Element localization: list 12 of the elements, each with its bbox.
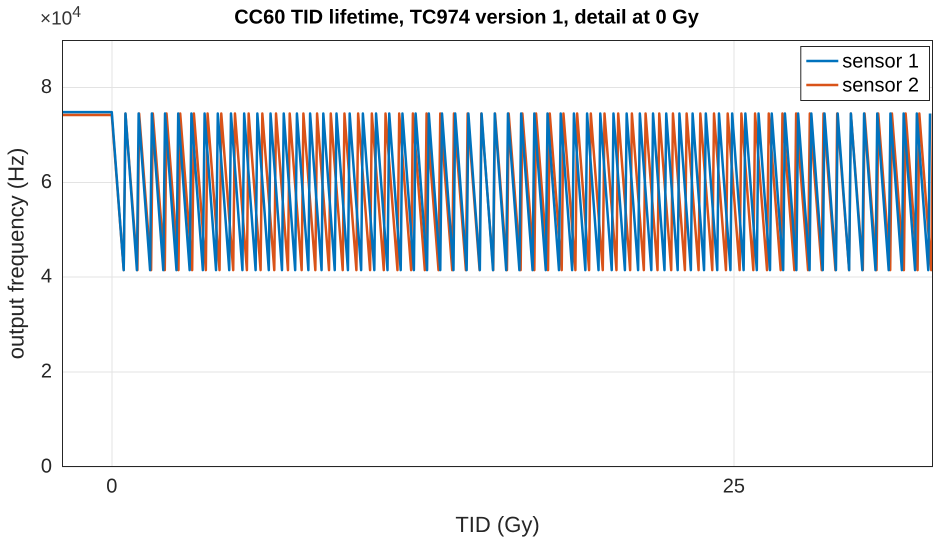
y-tick-label: 4	[40, 266, 52, 288]
x-tick-label: 25	[722, 476, 746, 498]
y-tick-label: 2	[40, 360, 52, 383]
chart-title: CC60 TID lifetime, TC974 version 1, detail at 0 Gy	[234, 6, 700, 29]
y-tick-label: 8	[40, 76, 52, 98]
y-axis-title: output frequency (Hz)	[3, 148, 28, 360]
legend-label: sensor 1	[842, 50, 920, 73]
y-tick-label: 0	[40, 456, 52, 478]
y-tick-label: 6	[40, 170, 52, 193]
x-axis-title: TID (Gy)	[455, 512, 540, 537]
text: ×10$^{4}$	[40, 4, 82, 30]
legend-label: sensor 2	[842, 74, 920, 97]
